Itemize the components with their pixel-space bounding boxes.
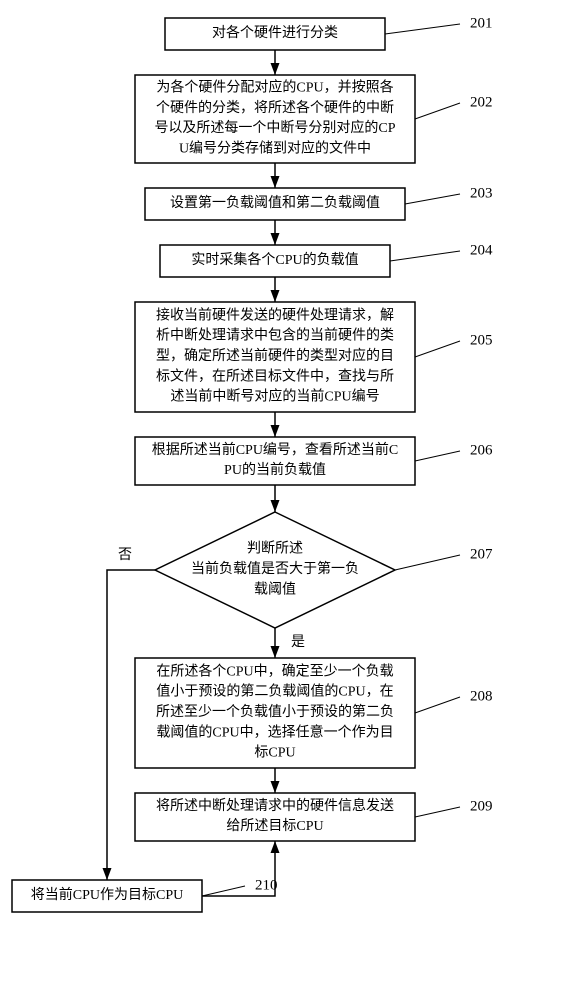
node-n208: 在所述各个CPU中，确定至少一个负载值小于预设的第二负载阈值的CPU，在所述至少… — [135, 658, 415, 768]
ref-leader-208 — [415, 697, 460, 713]
svg-text:接收当前硬件发送的硬件处理请求，解析中断处理请求中包含的当前: 接收当前硬件发送的硬件处理请求，解析中断处理请求中包含的当前硬件的类型，确定所述… — [156, 307, 394, 405]
node-n209: 将所述中断处理请求中的硬件信息发送给所述目标CPU — [135, 793, 415, 841]
ref-number-204: 204 — [470, 242, 493, 258]
ref-leader-206 — [415, 451, 460, 461]
node-n201: 对各个硬件进行分类 — [165, 18, 385, 50]
node-n202: 为各个硬件分配对应的CPU，并按照各个硬件的分类，将所述各个硬件的中断号以及所述… — [135, 75, 415, 163]
ref-number-206: 206 — [470, 442, 493, 458]
ref-leader-202 — [415, 103, 460, 119]
ref-leader-203 — [405, 194, 460, 204]
ref-number-202: 202 — [470, 94, 493, 110]
ref-leader-201 — [385, 24, 460, 34]
svg-text:设置第一负载阈值和第二负载阈值: 设置第一负载阈值和第二负载阈值 — [170, 194, 380, 211]
flowchart-canvas: 对各个硬件进行分类为各个硬件分配对应的CPU，并按照各个硬件的分类，将所述各个硬… — [0, 0, 566, 1000]
node-n204: 实时采集各个CPU的负载值 — [160, 245, 390, 277]
ref-number-203: 203 — [470, 185, 493, 201]
node-n207: 判断所述当前负载值是否大于第一负载阈值 — [155, 512, 395, 628]
ref-number-209: 209 — [470, 798, 493, 814]
node-n206: 根据所述当前CPU编号，查看所述当前CPU的当前负载值 — [135, 437, 415, 485]
node-n205: 接收当前硬件发送的硬件处理请求，解析中断处理请求中包含的当前硬件的类型，确定所述… — [135, 302, 415, 412]
ref-number-210: 210 — [255, 877, 278, 893]
ref-number-201: 201 — [470, 15, 493, 31]
edge-label: 是 — [291, 635, 305, 650]
ref-number-207: 207 — [470, 546, 493, 562]
svg-text:将当前CPU作为目标CPU: 将当前CPU作为目标CPU — [31, 886, 183, 903]
edge-label: 否 — [118, 548, 132, 563]
ref-leader-204 — [390, 251, 460, 261]
ref-leader-205 — [415, 341, 460, 357]
ref-number-205: 205 — [470, 332, 493, 348]
ref-leader-210 — [202, 886, 245, 896]
node-n203: 设置第一负载阈值和第二负载阈值 — [145, 188, 405, 220]
svg-text:对各个硬件进行分类: 对各个硬件进行分类 — [212, 25, 338, 41]
ref-number-208: 208 — [470, 688, 493, 704]
node-n210: 将当前CPU作为目标CPU — [12, 880, 202, 912]
ref-leader-207 — [395, 555, 460, 570]
ref-leader-209 — [415, 807, 460, 817]
svg-text:实时采集各个CPU的负载值: 实时采集各个CPU的负载值 — [191, 251, 358, 268]
